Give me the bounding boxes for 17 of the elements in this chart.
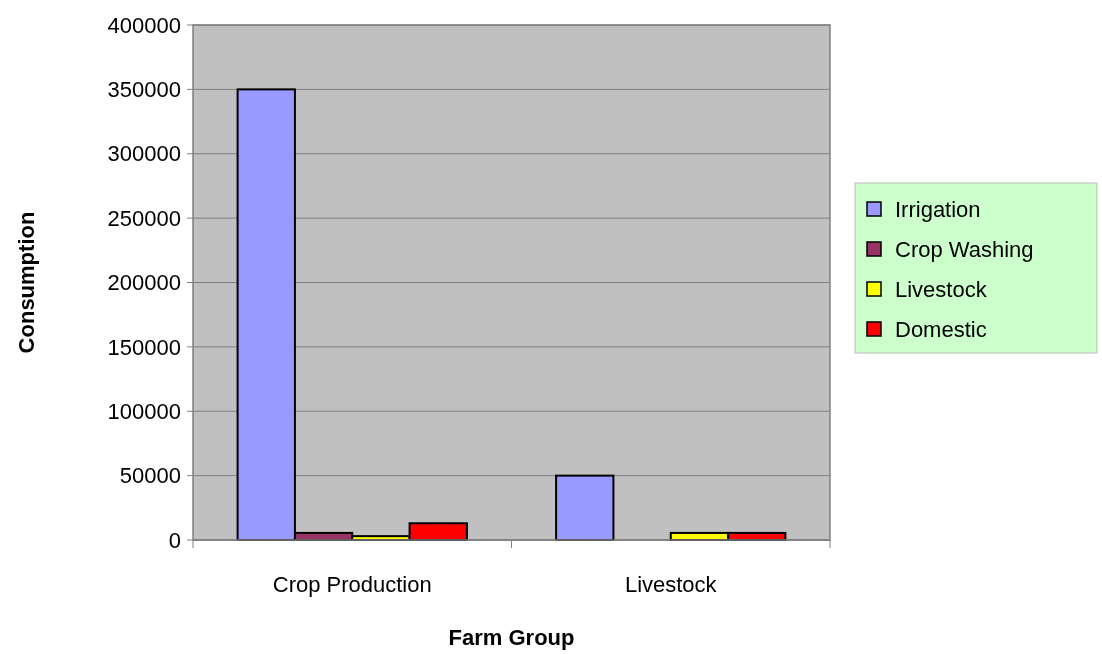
- y-tick-label: 50000: [119, 463, 181, 489]
- x-tick-label: Crop Production: [272, 572, 432, 597]
- y-tick-label: 0: [168, 527, 181, 553]
- legend-label: Domestic: [895, 316, 987, 342]
- bar: [555, 474, 615, 541]
- legend-label: Crop Washing: [895, 236, 1034, 262]
- y-tick-label: 150000: [107, 334, 181, 360]
- legend-label: Livestock: [895, 276, 988, 302]
- y-tick-label: 200000: [107, 270, 181, 296]
- y-tick-label: 300000: [107, 141, 181, 167]
- y-axis-title: Consumption: [14, 211, 39, 354]
- y-tick-label: 100000: [107, 398, 181, 424]
- y-tick-label: 400000: [107, 12, 181, 38]
- y-tick-label: 350000: [107, 77, 181, 103]
- y-tick-label: 250000: [107, 205, 181, 231]
- legend-label: Irrigation: [895, 196, 981, 222]
- x-axis-title: Farm Group: [448, 625, 575, 650]
